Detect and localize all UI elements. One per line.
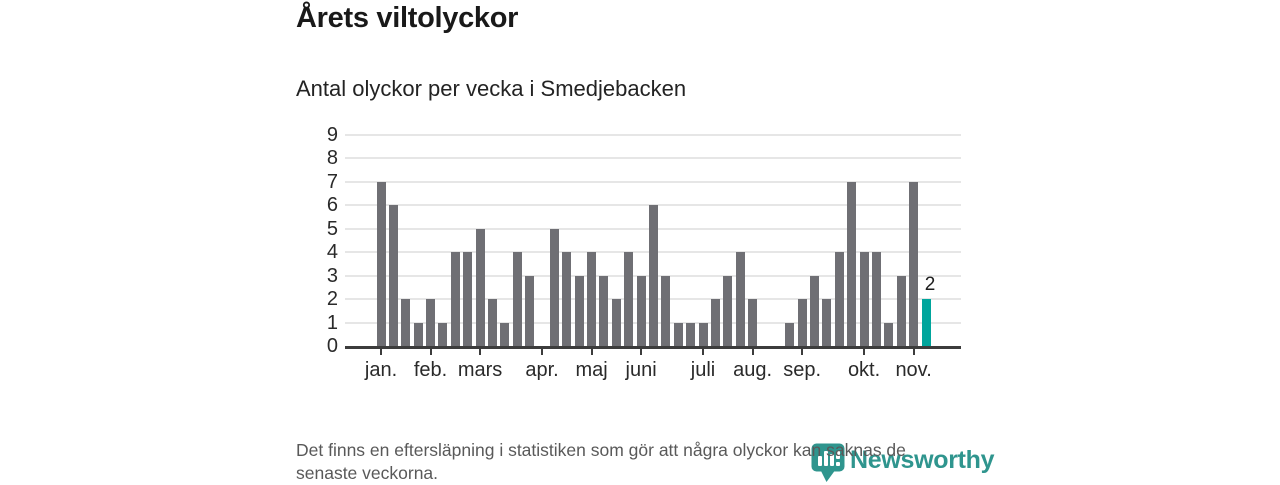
x-tick-nov (912, 349, 915, 355)
bar-week (884, 322, 894, 346)
bar-week (822, 299, 832, 346)
bar-week (512, 252, 522, 346)
y-tick-label-8: 8 (326, 147, 338, 170)
x-tick-sep (801, 349, 804, 355)
bar-week (871, 252, 881, 346)
bar-week (388, 205, 398, 346)
bar-week (562, 252, 572, 346)
x-tick-label-aug: aug. (733, 359, 773, 381)
bar-week-current (921, 299, 931, 346)
x-tick-label-mars: mars (457, 359, 503, 381)
x-tick-label-sep: sep. (783, 359, 822, 381)
bar-week (549, 228, 559, 346)
bar-week (599, 275, 609, 346)
bar-week (624, 252, 634, 346)
bar-chart-pin-icon (811, 443, 845, 482)
y-tick-label-1: 1 (326, 311, 338, 334)
chart-subtitle: Antal olyckor per vecka i Smedjebacken (296, 76, 687, 101)
bar-week (463, 252, 473, 346)
x-tick-label-apr: apr. (525, 359, 559, 381)
y-tick-label-7: 7 (326, 170, 338, 193)
bar-week (661, 275, 671, 346)
bar-week (810, 275, 820, 346)
newsworthy-wordmark: Newsworthy (850, 446, 995, 474)
footnote-line: senaste veckorna. (296, 463, 439, 483)
bar-week (376, 181, 386, 346)
x-tick-label-feb: feb. (413, 359, 448, 381)
y-tick-label-2: 2 (326, 288, 338, 311)
bar-week (735, 252, 745, 346)
bar-week (500, 322, 510, 346)
bar-week (636, 275, 646, 346)
x-tick-apr (541, 349, 544, 355)
bar-week (574, 275, 584, 346)
bar-week (859, 252, 869, 346)
bar-week (748, 299, 758, 346)
bar-week (413, 322, 423, 346)
x-tick-juli (702, 349, 705, 355)
y-tick-label-9: 9 (326, 124, 338, 146)
bar-week (587, 252, 597, 346)
bar-week (475, 228, 485, 346)
x-tick-mars (479, 349, 482, 355)
bar-week (797, 299, 807, 346)
bar-week (673, 322, 683, 346)
x-tick-okt (863, 349, 866, 355)
x-tick-aug (751, 349, 754, 355)
gridline-8 (345, 157, 961, 160)
x-axis-line (345, 346, 961, 349)
y-tick-label-0: 0 (326, 335, 338, 357)
bar-week (438, 322, 448, 346)
bar-week (525, 275, 535, 346)
x-tick-maj (590, 349, 593, 355)
y-tick-label-6: 6 (326, 194, 338, 217)
chart-title: Årets viltolyckor (296, 2, 519, 34)
y-tick-label-4: 4 (326, 241, 338, 264)
x-tick-label-okt: okt. (847, 359, 881, 381)
bar-week (487, 299, 497, 346)
bar-week (426, 299, 436, 346)
x-tick-juni (640, 349, 643, 355)
bar-week (649, 205, 658, 346)
bar-week (686, 322, 696, 346)
x-tick-label-maj: maj (575, 359, 608, 381)
newsworthy-logo: Newsworthy (811, 443, 995, 482)
bar-week (896, 275, 906, 346)
x-tick-label-juni: juni (625, 359, 657, 381)
x-tick-label-juli: juli (690, 359, 716, 381)
plot-area: 2 (345, 134, 961, 346)
bar-week (847, 181, 857, 346)
footnote: Det finns en eftersläpning i statistiken… (296, 439, 996, 485)
bar-week (450, 252, 460, 346)
bar-week (401, 299, 411, 346)
y-tick-label-3: 3 (326, 264, 338, 287)
bar-week (909, 181, 919, 346)
y-tick-label-5: 5 (326, 217, 338, 240)
gridline-9 (345, 134, 961, 136)
bar-week (710, 299, 720, 346)
gridline-7 (345, 180, 961, 183)
x-tick-feb (429, 349, 432, 355)
footnote-line: Det finns en eftersläpning i statistiken… (296, 440, 906, 460)
x-tick-label-nov: nov. (895, 359, 932, 381)
bar-week (834, 252, 844, 346)
bar-week (723, 275, 733, 346)
bar-week (785, 322, 795, 346)
highlight-value-label: 2 (924, 274, 936, 296)
bar-week (698, 322, 708, 346)
x-tick-label-jan: jan. (364, 359, 398, 381)
bar-week (611, 299, 621, 346)
x-tick-jan (380, 349, 382, 355)
